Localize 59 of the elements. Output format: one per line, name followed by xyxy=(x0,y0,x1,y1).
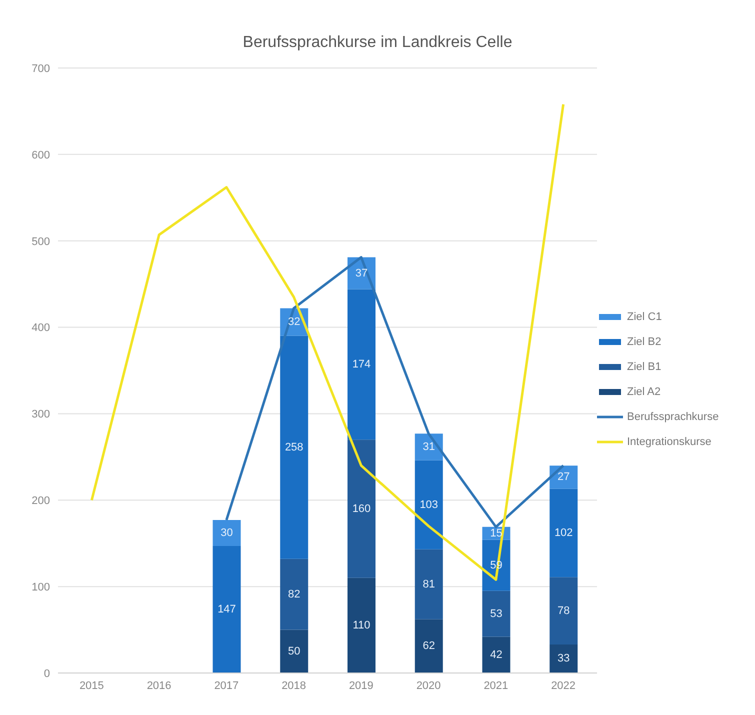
bar xyxy=(280,336,308,559)
y-tick-label: 400 xyxy=(32,322,50,334)
x-tick-label: 2018 xyxy=(282,680,306,692)
x-tick-label: 2015 xyxy=(79,680,104,692)
bar xyxy=(212,520,241,546)
bar xyxy=(482,636,510,673)
bar xyxy=(348,289,376,440)
data-label: 103 xyxy=(420,498,438,511)
bar xyxy=(348,440,376,578)
bar xyxy=(414,460,443,550)
legend-label: Ziel B1 xyxy=(627,360,662,372)
data-label: 32 xyxy=(288,316,300,328)
x-tick-label: 2022 xyxy=(551,680,576,692)
bar xyxy=(212,546,241,673)
data-label: 258 xyxy=(284,441,304,454)
bar xyxy=(280,630,308,673)
y-tick-label: 0 xyxy=(44,668,50,680)
data-label: 37 xyxy=(355,267,368,280)
bar xyxy=(414,619,443,673)
y-tick-label: 300 xyxy=(32,408,50,421)
bar xyxy=(482,590,510,637)
bar xyxy=(414,549,443,620)
data-label: 78 xyxy=(558,604,570,617)
data-label: 82 xyxy=(288,588,300,600)
bar xyxy=(550,488,578,578)
chart-title: Berufssprachkurse im Landkreis Celle xyxy=(242,33,514,53)
x-tick-label: 2020 xyxy=(416,680,441,692)
data-label: 42 xyxy=(490,648,502,661)
y-tick-label: 600 xyxy=(32,149,50,162)
data-label: 160 xyxy=(352,502,371,515)
x-tick-label: 2021 xyxy=(484,680,508,692)
data-label: 147 xyxy=(218,603,236,616)
legend-label: Berufssprachkurse xyxy=(627,410,719,422)
legend-label: Ziel A2 xyxy=(627,386,661,398)
y-tick-label: 100 xyxy=(32,581,50,594)
data-label: 81 xyxy=(422,578,435,590)
bar xyxy=(550,577,578,644)
data-label: 30 xyxy=(220,526,233,539)
data-label: 53 xyxy=(490,608,502,620)
y-tick-label: 500 xyxy=(32,236,50,248)
bar xyxy=(550,644,578,673)
data-label: 33 xyxy=(558,652,570,665)
data-label: 27 xyxy=(558,471,570,484)
bar xyxy=(280,558,308,630)
data-label: 110 xyxy=(352,619,370,632)
data-label: 50 xyxy=(288,645,300,658)
y-tick-label: 700 xyxy=(32,62,50,75)
data-label: 62 xyxy=(422,640,435,652)
legend-label: Ziel C1 xyxy=(627,310,662,322)
data-label: 31 xyxy=(422,440,435,453)
y-tick-label: 200 xyxy=(32,495,50,508)
x-tick-label: 2016 xyxy=(146,680,172,692)
legend-label: Integrationskurse xyxy=(627,436,712,448)
bar xyxy=(348,578,376,673)
x-tick-label: 2017 xyxy=(214,680,239,692)
data-label: 174 xyxy=(352,358,371,370)
x-tick-label: 2019 xyxy=(348,680,374,692)
legend-label: Ziel B2 xyxy=(627,336,662,348)
data-label: 102 xyxy=(554,526,573,539)
